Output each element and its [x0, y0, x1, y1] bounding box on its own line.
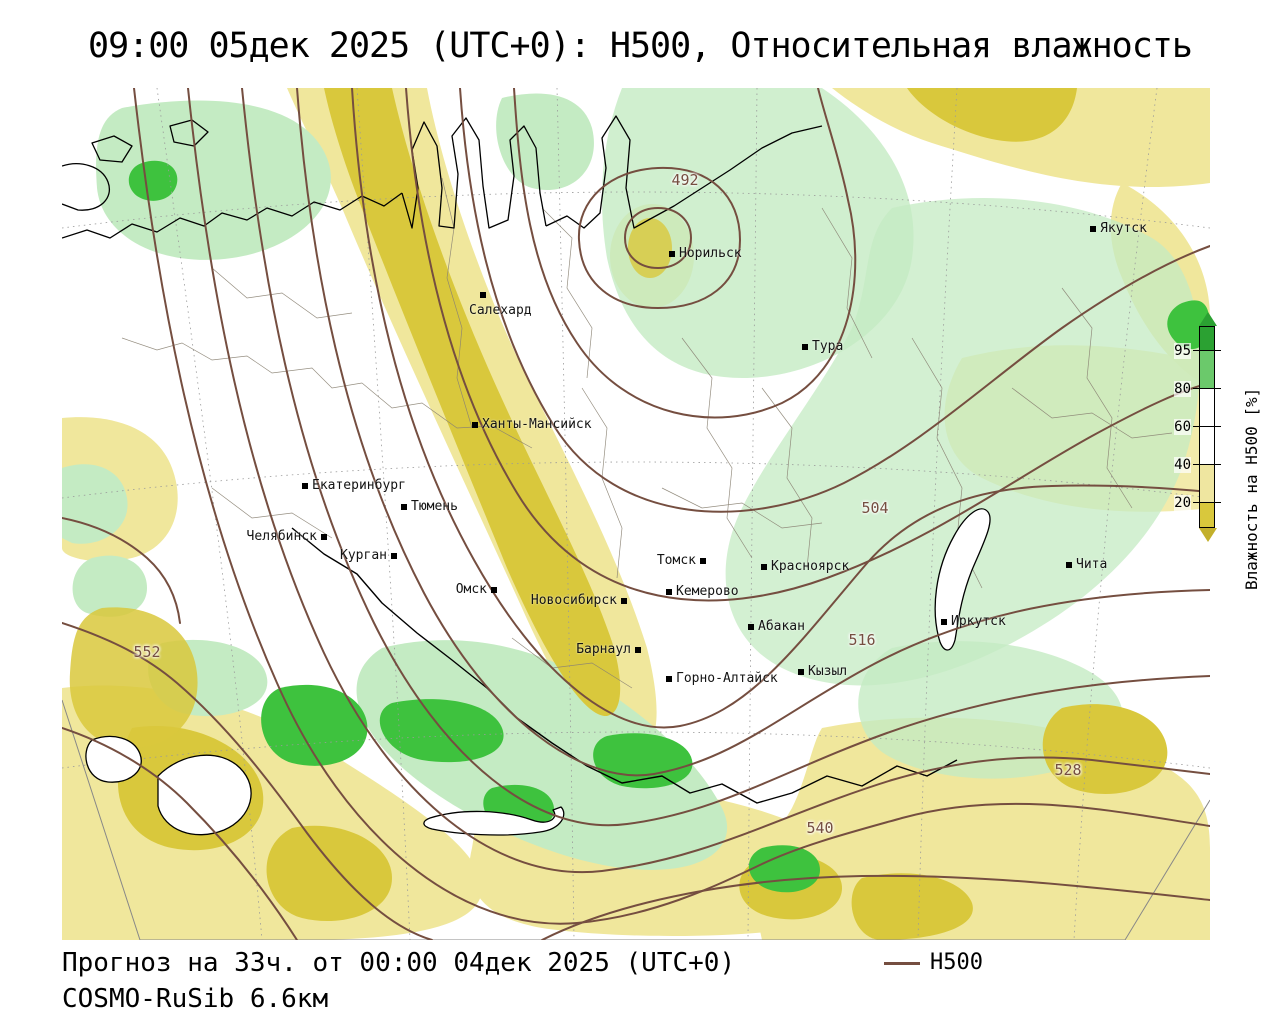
city-label: Горно-Алтайск — [676, 671, 778, 686]
colorbar-tick-label: 95 — [1174, 343, 1191, 359]
colorbar-tick: 20 — [1174, 495, 1221, 511]
city-dot — [798, 669, 804, 675]
city-label: Абакан — [758, 619, 805, 634]
weather-map: Якутск Норильск Салехард Тура Ханты-Мансийск… — [62, 88, 1210, 940]
map-overlay: Якутск Норильск Салехард Тура Ханты-Мансийск… — [62, 88, 1210, 940]
city-dot — [761, 564, 767, 570]
city-label: Барнаул — [576, 642, 631, 657]
city-dot — [321, 534, 327, 540]
forecast-text: Прогноз на 33ч. от 00:00 04дек 2025 (UTC… — [62, 948, 736, 978]
city-dot — [1066, 562, 1072, 568]
colorbar-segment — [1200, 327, 1214, 351]
city-label: Иркутск — [951, 614, 1006, 629]
city-dot — [401, 504, 407, 510]
colorbar: 95 80 60 40 20 — [1174, 312, 1269, 552]
city-dot — [802, 344, 808, 350]
city-dot — [666, 589, 672, 595]
city-dot — [635, 647, 641, 653]
contour-label: 492 — [671, 171, 699, 189]
city-label: Ханты-Мансийск — [482, 417, 592, 432]
graticule-layer — [62, 88, 1210, 940]
city-label: Тура — [812, 339, 844, 354]
colorbar-arrow-bottom — [1199, 528, 1217, 542]
city-dot — [480, 292, 486, 298]
contour-label: 540 — [806, 819, 834, 837]
city-label: Кызыл — [808, 664, 848, 679]
map-canvas — [62, 88, 1210, 940]
city-label: Курган — [340, 548, 387, 563]
city-dot — [491, 587, 497, 593]
humidity-layer — [62, 88, 1210, 940]
city-label: Красноярск — [771, 559, 850, 574]
contour-label: 552 — [133, 643, 161, 661]
colorbar-bar — [1199, 326, 1215, 528]
city-dot — [391, 553, 397, 559]
city-dot — [472, 422, 478, 428]
colorbar-tick: 60 — [1174, 419, 1221, 435]
city-label: Салехард — [469, 303, 532, 318]
city-dot — [1090, 226, 1096, 232]
colorbar-tick: 95 — [1174, 343, 1221, 359]
colorbar-segment — [1200, 427, 1214, 465]
city-label: Якутск — [1100, 221, 1147, 236]
model-text: COSMO-RuSib 6.6км — [62, 984, 329, 1014]
city-dot — [669, 251, 675, 257]
contour-label: 504 — [861, 499, 889, 517]
city-dot — [621, 598, 627, 604]
city-dot — [666, 676, 672, 682]
colorbar-tick-label: 20 — [1174, 495, 1191, 511]
colorbar-tick-label: 60 — [1174, 419, 1191, 435]
admin-borders-layer — [121, 177, 1173, 689]
colorbar-tick: 40 — [1174, 457, 1221, 473]
colorbar-segment — [1200, 389, 1214, 427]
city-label: Омск — [455, 582, 487, 597]
colorbar-segment — [1200, 503, 1214, 527]
city-dot — [941, 619, 947, 625]
contour-label: 528 — [1054, 761, 1082, 779]
city-label: Чита — [1076, 557, 1108, 572]
city-label: Норильск — [679, 246, 742, 261]
domain-boundary — [62, 699, 1210, 940]
colorbar-arrow-top — [1199, 312, 1217, 326]
colorbar-tick: 80 — [1174, 381, 1221, 397]
city-label: Новосибирск — [530, 593, 617, 608]
map-title: 09:00 05дек 2025 (UTC+0): H500, Относите… — [88, 26, 1193, 66]
city-dot — [748, 624, 754, 630]
colorbar-tick-label: 40 — [1174, 457, 1191, 473]
colorbar-segment — [1200, 465, 1214, 503]
colorbar-title: Влажность на H500 [%] — [1242, 387, 1261, 590]
city-dot — [700, 558, 706, 564]
city-label: Челябинск — [246, 529, 317, 544]
colorbar-segment — [1200, 351, 1214, 389]
city-label: Тюмень — [411, 499, 458, 514]
contour-layer — [62, 88, 1210, 940]
h500-legend-line — [884, 962, 920, 965]
h500-legend-label: H500 — [930, 950, 983, 975]
city-dot — [302, 483, 308, 489]
contour-label: 516 — [848, 631, 876, 649]
colorbar-tick-label: 80 — [1174, 381, 1191, 397]
city-label: Кемерово — [676, 584, 739, 599]
city-label: Томск — [656, 553, 696, 568]
city-label: Екатеринбург — [312, 478, 406, 493]
